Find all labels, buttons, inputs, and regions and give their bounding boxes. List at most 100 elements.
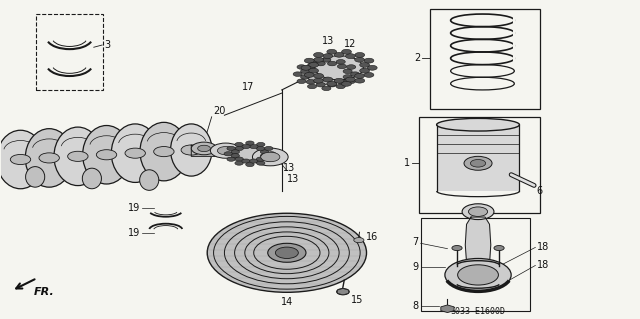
Circle shape bbox=[297, 79, 306, 84]
Ellipse shape bbox=[140, 122, 188, 181]
Circle shape bbox=[462, 204, 494, 219]
Circle shape bbox=[343, 75, 352, 79]
Circle shape bbox=[198, 145, 211, 152]
Circle shape bbox=[343, 69, 352, 74]
Text: S033-E1600D: S033-E1600D bbox=[451, 307, 506, 316]
Circle shape bbox=[364, 58, 374, 63]
Text: 13: 13 bbox=[287, 174, 299, 184]
Circle shape bbox=[346, 77, 355, 82]
Circle shape bbox=[231, 150, 239, 154]
Circle shape bbox=[354, 238, 364, 243]
Circle shape bbox=[323, 77, 333, 82]
Circle shape bbox=[315, 56, 364, 80]
Circle shape bbox=[257, 157, 265, 161]
Circle shape bbox=[275, 247, 298, 258]
Circle shape bbox=[316, 82, 325, 87]
Ellipse shape bbox=[26, 129, 73, 187]
Circle shape bbox=[260, 150, 269, 154]
Circle shape bbox=[231, 154, 239, 158]
Circle shape bbox=[337, 64, 346, 69]
Circle shape bbox=[125, 148, 145, 158]
Text: 9: 9 bbox=[413, 262, 419, 272]
Circle shape bbox=[250, 145, 258, 149]
Circle shape bbox=[227, 146, 236, 151]
Circle shape bbox=[307, 60, 317, 64]
Circle shape bbox=[235, 142, 243, 147]
Text: 13: 13 bbox=[321, 36, 334, 46]
Circle shape bbox=[327, 81, 337, 86]
Text: 12: 12 bbox=[344, 40, 356, 49]
Ellipse shape bbox=[83, 168, 101, 189]
Circle shape bbox=[191, 142, 217, 155]
Circle shape bbox=[235, 161, 243, 165]
Circle shape bbox=[260, 152, 280, 162]
Circle shape bbox=[301, 69, 310, 74]
Circle shape bbox=[218, 146, 234, 155]
Circle shape bbox=[264, 157, 273, 161]
Ellipse shape bbox=[171, 124, 212, 176]
Circle shape bbox=[351, 72, 360, 76]
Circle shape bbox=[207, 213, 367, 292]
Circle shape bbox=[347, 79, 356, 84]
Circle shape bbox=[336, 60, 345, 64]
Circle shape bbox=[494, 246, 504, 250]
Circle shape bbox=[181, 145, 202, 155]
Circle shape bbox=[336, 84, 345, 89]
Circle shape bbox=[337, 288, 349, 295]
Circle shape bbox=[242, 145, 250, 149]
Circle shape bbox=[297, 65, 306, 69]
Polygon shape bbox=[191, 145, 241, 156]
Text: 3: 3 bbox=[104, 40, 111, 50]
Circle shape bbox=[308, 68, 319, 73]
Circle shape bbox=[235, 146, 243, 151]
Circle shape bbox=[342, 81, 351, 86]
Circle shape bbox=[242, 159, 250, 163]
Circle shape bbox=[334, 78, 344, 83]
Circle shape bbox=[268, 243, 306, 262]
Text: 13: 13 bbox=[283, 163, 295, 173]
Ellipse shape bbox=[0, 130, 44, 189]
Ellipse shape bbox=[26, 167, 45, 187]
Circle shape bbox=[305, 58, 314, 63]
Circle shape bbox=[360, 68, 369, 73]
Text: 18: 18 bbox=[537, 242, 549, 252]
Circle shape bbox=[314, 57, 324, 62]
Text: 18: 18 bbox=[537, 260, 549, 271]
Ellipse shape bbox=[111, 124, 159, 182]
Circle shape bbox=[327, 49, 337, 54]
Text: 19: 19 bbox=[128, 203, 140, 212]
Text: 17: 17 bbox=[243, 82, 255, 93]
Circle shape bbox=[301, 65, 311, 70]
Circle shape bbox=[322, 86, 331, 91]
Circle shape bbox=[293, 72, 302, 76]
Circle shape bbox=[235, 157, 243, 161]
Circle shape bbox=[355, 73, 364, 78]
Circle shape bbox=[257, 161, 265, 165]
Circle shape bbox=[458, 265, 499, 285]
Bar bbox=[36, 14, 103, 90]
Text: 19: 19 bbox=[128, 228, 140, 238]
Circle shape bbox=[314, 78, 323, 83]
Text: 6: 6 bbox=[537, 186, 543, 197]
Circle shape bbox=[224, 152, 232, 156]
Circle shape bbox=[252, 148, 288, 166]
Polygon shape bbox=[465, 217, 491, 269]
Circle shape bbox=[346, 54, 355, 59]
Text: 14: 14 bbox=[281, 297, 293, 308]
Circle shape bbox=[307, 84, 317, 89]
Circle shape bbox=[257, 146, 265, 151]
Circle shape bbox=[39, 153, 60, 163]
Ellipse shape bbox=[436, 118, 520, 131]
Circle shape bbox=[347, 65, 356, 69]
Ellipse shape bbox=[140, 170, 159, 190]
Circle shape bbox=[314, 53, 323, 57]
Text: 2: 2 bbox=[414, 53, 420, 63]
Text: 1: 1 bbox=[404, 158, 410, 168]
Circle shape bbox=[268, 152, 276, 156]
Circle shape bbox=[227, 157, 236, 161]
Text: 20: 20 bbox=[213, 106, 225, 116]
Circle shape bbox=[328, 82, 337, 87]
Circle shape bbox=[305, 72, 314, 78]
Text: 16: 16 bbox=[366, 232, 378, 242]
Text: 8: 8 bbox=[413, 300, 419, 311]
